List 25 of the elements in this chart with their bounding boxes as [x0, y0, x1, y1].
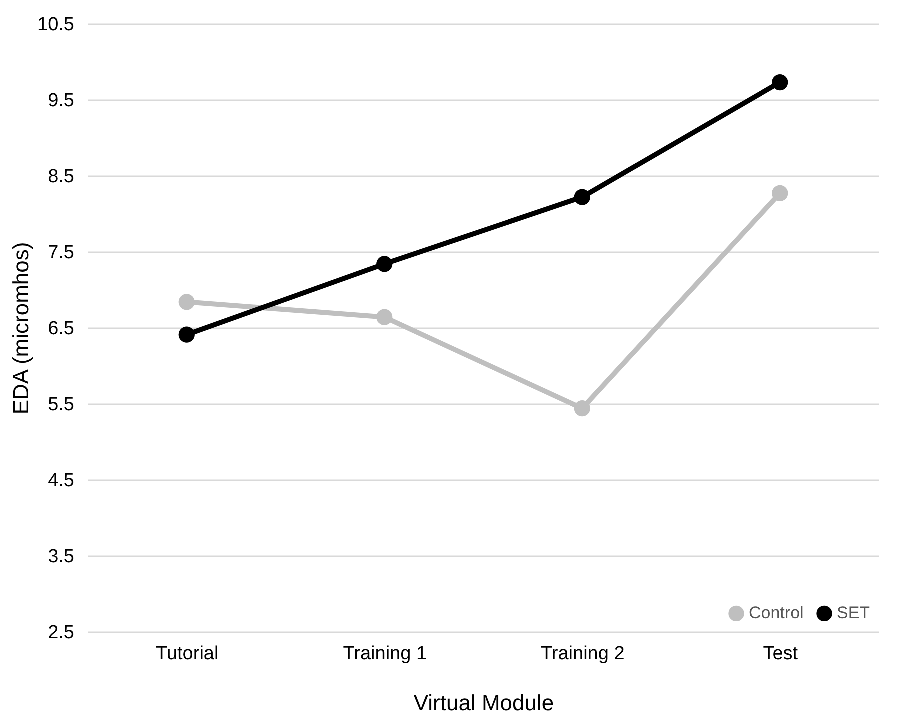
y-tick-label: 6.5	[48, 318, 74, 340]
x-axis-title: Virtual Module	[414, 690, 554, 716]
point	[574, 400, 590, 417]
point	[772, 74, 788, 91]
point	[574, 189, 590, 206]
legend-label: Control	[749, 604, 804, 623]
y-tick-label: 8.5	[48, 166, 74, 188]
y-tick-label: 5.5	[48, 394, 74, 416]
x-tick-label: Tutorial	[156, 644, 219, 664]
y-tick-label: 9.5	[48, 90, 74, 112]
y-axis-title: EDA (micromhos)	[8, 242, 34, 415]
legend-label: SET	[837, 604, 870, 623]
y-tick-label: 7.5	[48, 242, 74, 264]
y-tick-label: 3.5	[48, 546, 74, 568]
x-tick-label: Test	[763, 644, 799, 664]
point	[772, 185, 788, 202]
y-tick-label: 2.5	[48, 622, 74, 644]
y-tick-label: 10.5	[38, 14, 74, 36]
y-tick-label: 4.5	[48, 470, 74, 492]
point	[178, 294, 195, 310]
x-tick-label: Training 1	[343, 644, 428, 664]
point	[178, 326, 195, 343]
x-tick-label: Training 2	[540, 644, 625, 664]
point	[376, 309, 393, 326]
point	[376, 256, 393, 272]
